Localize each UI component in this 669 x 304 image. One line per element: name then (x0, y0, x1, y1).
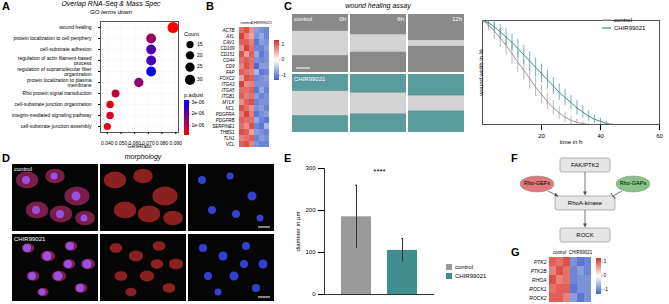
svg-text:CD44: CD44 (223, 58, 235, 63)
svg-text:0.040: 0.040 (101, 140, 114, 146)
svg-text:300: 300 (305, 165, 316, 171)
svg-text:15: 15 (197, 41, 203, 47)
svg-text:ITGA3: ITGA3 (221, 82, 235, 87)
svg-text:ITGB1: ITGB1 (221, 94, 235, 99)
svg-text:CAV1: CAV1 (223, 40, 235, 45)
svg-text:40: 40 (597, 133, 604, 139)
svg-text:cell-substrate adhesion: cell-substrate adhesion (40, 46, 92, 52)
svg-text:25: 25 (197, 63, 203, 69)
svg-text:6h: 6h (397, 16, 404, 22)
svg-text:TLN1: TLN1 (223, 136, 235, 141)
svg-text:protein localization to cell p: protein localization to cell periphery (13, 35, 92, 41)
svg-text:30: 30 (197, 76, 203, 82)
svg-text:2e-06: 2e-06 (192, 110, 205, 116)
svg-text:cell-substrate junction organi: cell-substrate junction organization (15, 101, 92, 107)
svg-text:SERPINE1: SERPINE1 (212, 124, 235, 129)
svg-text:1e-06: 1e-06 (192, 122, 205, 128)
svg-text:cell-substrate junction assemb: cell-substrate junction assembly (21, 123, 92, 129)
svg-text:1: 1 (604, 258, 607, 264)
svg-text:ACTB: ACTB (221, 28, 234, 33)
svg-text:wound healing: wound healing (59, 24, 91, 30)
svg-text:wound width in %: wound width in % (478, 48, 484, 96)
svg-text:MYLK: MYLK (222, 100, 235, 105)
svg-text:NCL: NCL (225, 106, 234, 111)
svg-text:PDGFRB: PDGFRB (216, 118, 235, 123)
svg-text:control: control (294, 16, 312, 22)
svg-text:ROCK: ROCK (576, 232, 593, 238)
svg-text:Rho-GEFs: Rho-GEFs (524, 180, 550, 186)
svg-text:diameter in µm: diameter in µm (295, 212, 301, 252)
svg-text:ROCK1: ROCK1 (529, 286, 546, 292)
svg-text:time in h: time in h (560, 139, 583, 145)
svg-text:control: control (614, 17, 632, 23)
svg-text:200: 200 (305, 207, 316, 213)
svg-text:GeneRatio: GeneRatio (128, 143, 152, 149)
svg-text:FOXC2: FOXC2 (219, 76, 235, 81)
svg-text:-1: -1 (282, 72, 287, 78)
svg-text:CHIR99021: CHIR99021 (251, 20, 273, 25)
svg-text:control: control (455, 264, 473, 270)
svg-text:60: 60 (656, 133, 663, 139)
svg-text:CHIR99021: CHIR99021 (614, 25, 646, 31)
svg-text:3e-06: 3e-06 (192, 99, 205, 105)
svg-text:FAP: FAP (226, 70, 234, 75)
svg-text:CD9: CD9 (225, 64, 234, 69)
svg-text:ROCK2: ROCK2 (529, 295, 546, 301)
svg-text:PDGFRA: PDGFRA (216, 112, 235, 117)
svg-text:20: 20 (538, 133, 545, 139)
svg-text:20: 20 (197, 52, 203, 58)
svg-text:CHIR99021: CHIR99021 (569, 250, 593, 255)
svg-text:CHIR99021: CHIR99021 (294, 76, 326, 82)
svg-text:1: 1 (282, 41, 285, 47)
svg-text:Rho protein signal transductio: Rho protein signal transduction (23, 90, 92, 96)
svg-text:Rho-GAPs: Rho-GAPs (620, 180, 647, 186)
svg-text:RHOA: RHOA (532, 277, 547, 283)
svg-text:CD151: CD151 (220, 52, 235, 57)
svg-text:CHIR99021: CHIR99021 (14, 236, 46, 242)
svg-text:CHIR99021: CHIR99021 (455, 273, 487, 279)
svg-text:PTK2: PTK2 (534, 259, 547, 265)
svg-text:integrin-mediated signaling pa: integrin-mediated signaling pathway (12, 112, 92, 118)
svg-text:protein localization to plasma: protein localization to plasmamembrane (27, 77, 92, 88)
svg-text:ITGA5: ITGA5 (221, 88, 235, 93)
svg-text:p.adjust: p.adjust (184, 92, 204, 98)
svg-text:0.080: 0.080 (156, 140, 169, 146)
svg-text:Count: Count (184, 31, 199, 37)
svg-text:AXL: AXL (225, 34, 235, 39)
svg-text:regulation of supramolecular f: regulation of supramolecular fiberorgani… (17, 66, 92, 77)
svg-text:0: 0 (312, 291, 316, 297)
svg-text:****: **** (373, 167, 385, 176)
svg-text:0: 0 (604, 272, 607, 278)
svg-text:control: control (14, 166, 32, 172)
svg-text:0: 0 (282, 56, 285, 62)
svg-text:RhoA-kinase: RhoA-kinase (568, 200, 603, 206)
svg-text:0.090: 0.090 (170, 140, 183, 146)
svg-text:0h: 0h (339, 16, 346, 22)
svg-text:CD109: CD109 (220, 46, 235, 51)
svg-text:0.050: 0.050 (115, 140, 128, 146)
svg-text:12h: 12h (452, 16, 462, 22)
svg-text:VCL: VCL (226, 142, 235, 147)
svg-text:control: control (553, 250, 567, 255)
svg-text:regulation of actin filament-b: regulation of actin filament-basedproces… (18, 55, 92, 66)
svg-text:100: 100 (305, 249, 316, 255)
svg-text:FAK/PTK2: FAK/PTK2 (571, 162, 600, 168)
svg-text:THBS1: THBS1 (220, 130, 235, 135)
svg-text:-1: -1 (604, 286, 609, 292)
svg-text:PTK2B: PTK2B (531, 268, 548, 274)
